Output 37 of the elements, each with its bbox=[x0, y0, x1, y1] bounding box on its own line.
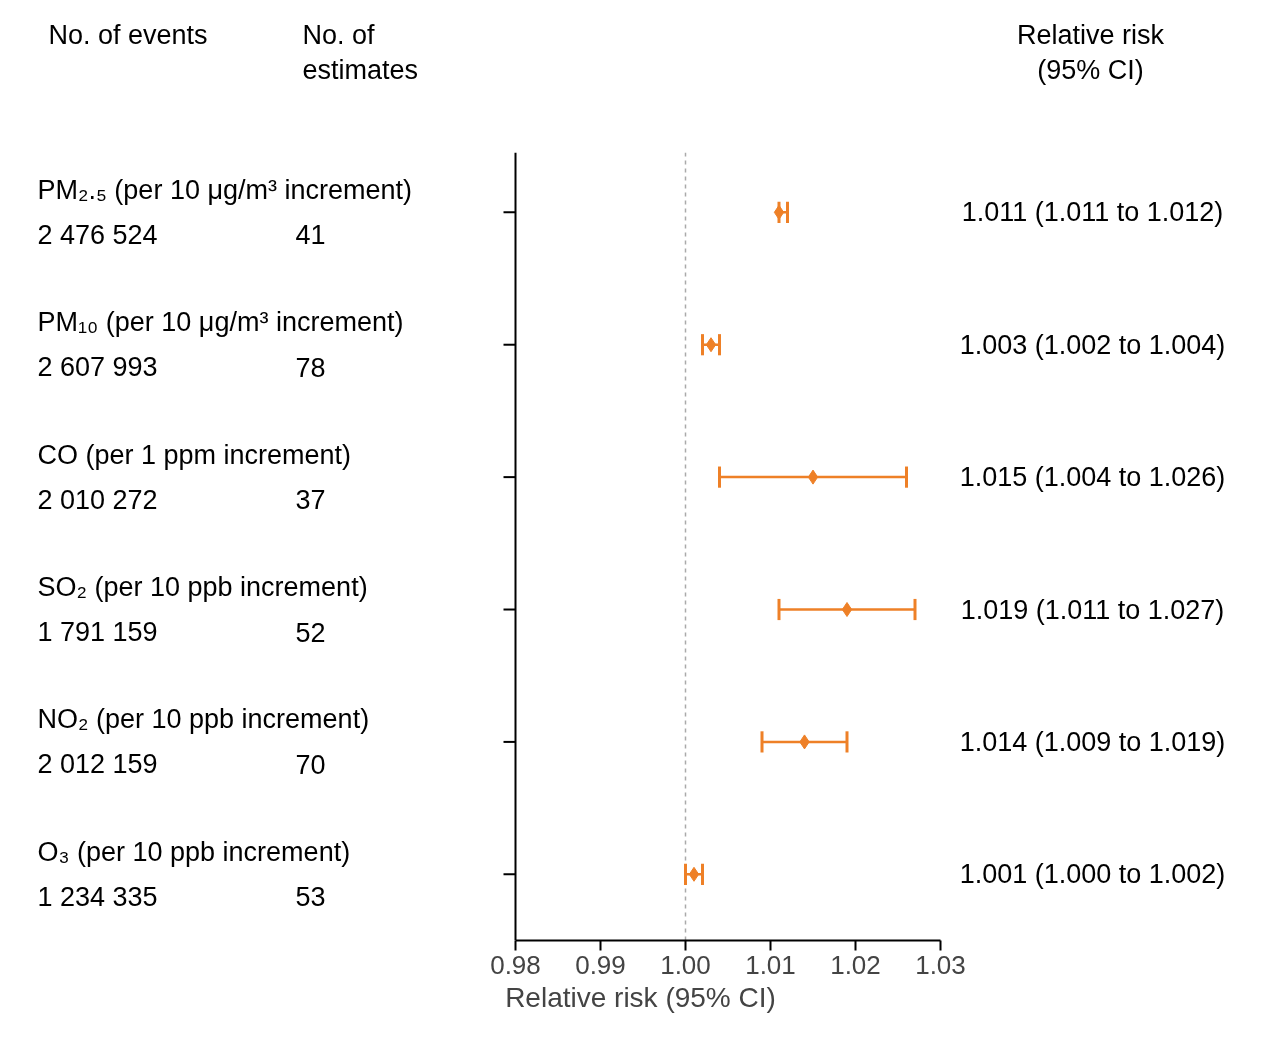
point bbox=[841, 602, 853, 618]
text: 41 bbox=[295, 220, 326, 251]
text: 70 bbox=[295, 749, 326, 780]
data-label: 1.011 (1.011 to 1.012) bbox=[961, 197, 1224, 228]
x-tick-label: 0.98 bbox=[490, 949, 541, 980]
text: 78 bbox=[295, 352, 326, 383]
y-tick-label: PM₂.₅ (per 10 μg/m³ increment) bbox=[37, 174, 413, 205]
y-tick-label: O₃ (per 10 ppb increment) bbox=[37, 836, 351, 867]
text: 2 012 159 bbox=[37, 749, 158, 780]
y-tick-label: CO (per 1 ppm increment) bbox=[37, 439, 352, 470]
data-label: 1.014 (1.009 to 1.019) bbox=[959, 726, 1226, 757]
text: 53 bbox=[295, 882, 326, 913]
text: 1 234 335 bbox=[37, 881, 158, 912]
x-tick-label: 1.03 bbox=[915, 949, 966, 980]
x-tick-label: 0.99 bbox=[575, 949, 626, 980]
text: 2 010 272 bbox=[37, 484, 158, 515]
data-label: 1.003 (1.002 to 1.004) bbox=[959, 329, 1226, 360]
text: No. of estimates bbox=[302, 20, 419, 85]
point bbox=[773, 204, 785, 220]
text: Relative risk (95% CI) bbox=[1016, 20, 1165, 85]
text: 1 791 159 bbox=[37, 617, 158, 648]
text: 2 476 524 bbox=[37, 219, 158, 250]
x-tick-label: 1.01 bbox=[745, 949, 796, 980]
text: 37 bbox=[295, 485, 326, 516]
y-tick-label: NO₂ (per 10 ppb increment) bbox=[37, 704, 370, 735]
point bbox=[807, 469, 819, 485]
data-label: 1.015 (1.004 to 1.026) bbox=[959, 462, 1226, 493]
y-tick-label: SO₂ (per 10 ppb increment) bbox=[37, 572, 368, 603]
x-tick-label: 1.02 bbox=[830, 949, 881, 980]
text: 2 607 993 bbox=[37, 352, 158, 383]
text: No. of events bbox=[48, 20, 208, 51]
x-axis-title: Relative risk (95% CI) bbox=[505, 981, 776, 1013]
data-label: 1.001 (1.000 to 1.002) bbox=[959, 859, 1226, 890]
text: 52 bbox=[295, 617, 326, 648]
x-tick-label: 1.00 bbox=[660, 949, 711, 980]
y-tick-label: PM₁₀ (per 10 μg/m³ increment) bbox=[37, 307, 404, 338]
data-label: 1.019 (1.011 to 1.027) bbox=[960, 594, 1225, 625]
